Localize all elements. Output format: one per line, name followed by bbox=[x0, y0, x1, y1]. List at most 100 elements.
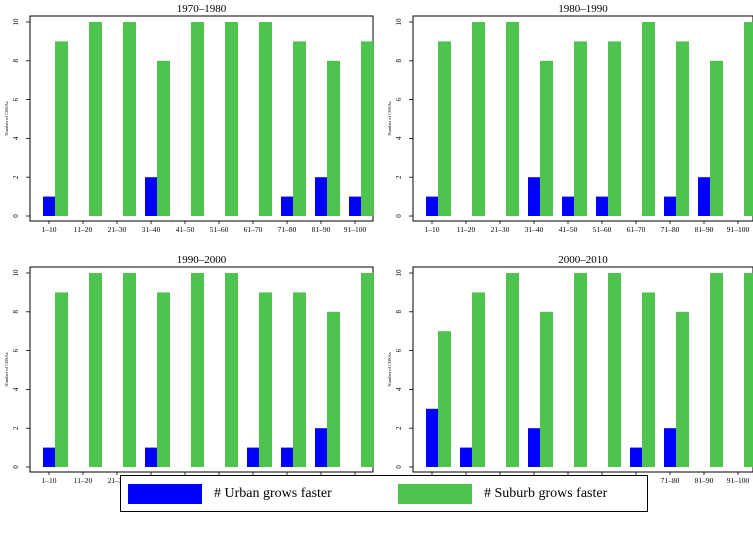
bar-urban bbox=[426, 196, 439, 216]
bar-suburb bbox=[472, 292, 485, 467]
bar-suburb bbox=[157, 292, 170, 467]
bar-suburb bbox=[540, 60, 553, 216]
bar-urban bbox=[596, 196, 609, 216]
x-tick-label: 11–20 bbox=[457, 225, 476, 234]
bar-suburb bbox=[438, 331, 451, 467]
bar-suburb bbox=[540, 311, 553, 467]
x-tick-label: 91–100 bbox=[344, 225, 367, 234]
bar-urban bbox=[664, 428, 677, 467]
bar-suburb bbox=[642, 22, 655, 216]
bar-urban bbox=[315, 428, 328, 467]
bar-suburb bbox=[327, 60, 340, 216]
y-tick-label: 8 bbox=[395, 310, 403, 314]
y-tick-label: 6 bbox=[395, 97, 403, 101]
x-tick-label: 31–40 bbox=[142, 225, 161, 234]
legend-label-urban: # Urban grows faster bbox=[214, 486, 332, 501]
x-tick-label: 21–30 bbox=[491, 225, 510, 234]
plot-frame bbox=[412, 266, 753, 473]
bar-suburb bbox=[225, 22, 238, 216]
bar-urban bbox=[698, 177, 711, 216]
y-tick-label: 4 bbox=[395, 136, 403, 140]
bar-suburb bbox=[55, 292, 68, 467]
legend-item-urban: # Urban grows faster bbox=[128, 484, 332, 504]
legend-swatch-suburb bbox=[398, 484, 472, 504]
bar-urban bbox=[43, 447, 56, 467]
x-tick-label: 21–30 bbox=[108, 476, 127, 485]
chart-title: 2000–2010 bbox=[558, 254, 608, 266]
y-tick-label: 6 bbox=[12, 348, 20, 352]
bar-urban bbox=[426, 408, 439, 467]
bar-suburb bbox=[123, 273, 136, 467]
bar-suburb bbox=[157, 60, 170, 216]
bar-suburb bbox=[472, 22, 485, 216]
bar-suburb bbox=[327, 311, 340, 467]
chart-panel-2: 1980–1990 0 2 4 6 8 10 Number of CBSAs 1–10 11–20… bbox=[387, 3, 753, 234]
chart-title: 1990–2000 bbox=[177, 254, 227, 266]
y-tick-label: 0 bbox=[12, 465, 20, 469]
x-tick-label: 61–70 bbox=[244, 225, 263, 234]
bar-suburb bbox=[744, 273, 753, 467]
x-tick-label: 81–90 bbox=[312, 225, 331, 234]
bar-suburb bbox=[293, 41, 306, 217]
x-tick-label: 81–90 bbox=[695, 225, 714, 234]
bar-suburb bbox=[259, 292, 272, 467]
bar-urban bbox=[145, 177, 158, 216]
bar-suburb bbox=[608, 41, 621, 217]
y-tick-label: 8 bbox=[395, 59, 403, 63]
x-tick-label: 41–50 bbox=[559, 225, 578, 234]
x-tick-label: 11–20 bbox=[74, 225, 93, 234]
y-tick-label: 10 bbox=[12, 18, 20, 26]
bar-suburb bbox=[361, 41, 374, 217]
bar-suburb bbox=[710, 273, 723, 467]
x-tick-label: 1–10 bbox=[425, 225, 440, 234]
x-tick-label: 51–60 bbox=[210, 225, 229, 234]
bar-suburb bbox=[361, 273, 374, 467]
bar-suburb bbox=[293, 292, 306, 467]
chart-panel-3: 1990–2000 0 2 4 6 8 10 Number of CBSAs 1–10 11–20… bbox=[4, 254, 374, 485]
bar-suburb bbox=[259, 22, 272, 216]
bar-urban bbox=[145, 447, 158, 467]
plot-frame bbox=[412, 15, 753, 222]
y-tick-label: 0 bbox=[395, 465, 403, 469]
bar-suburb bbox=[191, 273, 204, 467]
x-tick-label: 71–80 bbox=[661, 476, 680, 485]
x-tick-label: 1–10 bbox=[42, 476, 57, 485]
x-tick-label: 21–30 bbox=[108, 225, 127, 234]
y-axis-label: Number of CBSAs bbox=[387, 352, 392, 386]
bar-suburb bbox=[676, 41, 689, 217]
x-tick-label: 71–80 bbox=[661, 225, 680, 234]
x-tick-label: 71–80 bbox=[278, 225, 297, 234]
bar-suburb bbox=[574, 273, 587, 467]
legend: # Urban grows faster # Suburb grows fast… bbox=[120, 475, 648, 512]
bar-suburb bbox=[225, 273, 238, 467]
legend-item-suburb: # Suburb grows faster bbox=[398, 484, 607, 504]
y-tick-label: 10 bbox=[395, 269, 403, 277]
y-axis-label: Number of CBSAs bbox=[4, 101, 9, 135]
y-axis-label: Number of CBSAs bbox=[387, 101, 392, 135]
bar-urban bbox=[630, 447, 643, 467]
chart-title: 1970–1980 bbox=[177, 3, 227, 15]
chart-title: 1980–1990 bbox=[558, 3, 608, 15]
y-tick-label: 4 bbox=[12, 387, 20, 391]
y-tick-label: 2 bbox=[12, 175, 20, 179]
y-axis-label: Number of CBSAs bbox=[4, 352, 9, 386]
bar-suburb bbox=[506, 273, 519, 467]
bar-suburb bbox=[89, 22, 102, 216]
bar-suburb bbox=[608, 273, 621, 467]
bar-suburb bbox=[438, 41, 451, 217]
bar-suburb bbox=[574, 41, 587, 217]
bar-urban bbox=[281, 447, 294, 467]
x-tick-label: 41–50 bbox=[176, 225, 195, 234]
bar-suburb bbox=[506, 22, 519, 216]
chart-panel-1: 1970–1980 0 2 4 6 8 10 Number of CBSAs 1–10 11–20… bbox=[4, 3, 374, 234]
x-tick-label: 11–20 bbox=[74, 476, 93, 485]
y-tick-label: 8 bbox=[12, 310, 20, 314]
bar-urban bbox=[562, 196, 575, 216]
y-tick-label: 4 bbox=[12, 136, 20, 140]
bar-urban bbox=[43, 196, 56, 216]
bar-suburb bbox=[191, 22, 204, 216]
y-tick-label: 8 bbox=[12, 59, 20, 63]
bar-suburb bbox=[123, 22, 136, 216]
